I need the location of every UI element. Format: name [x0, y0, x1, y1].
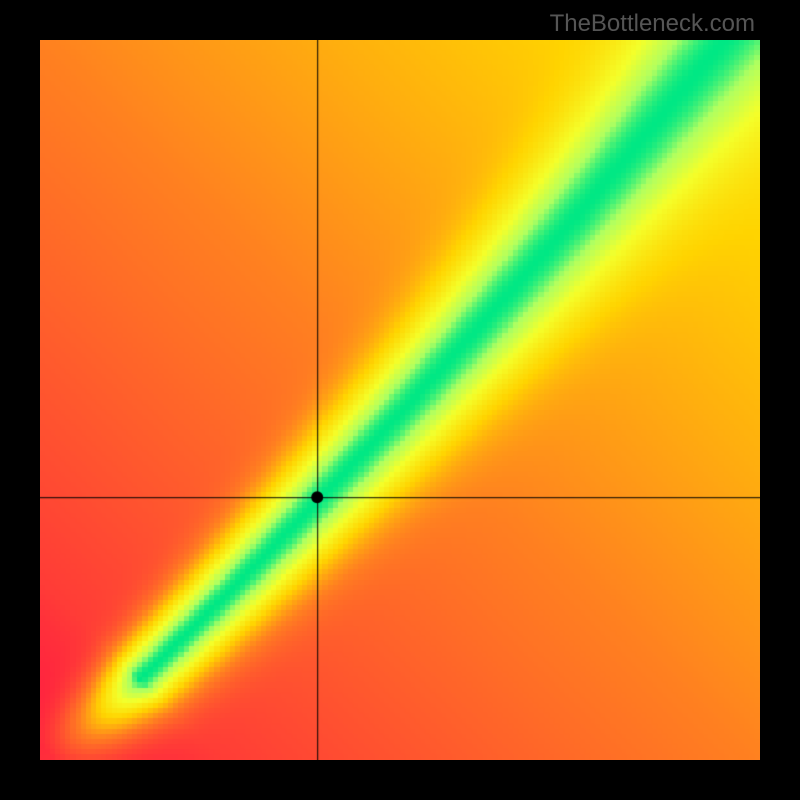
chart-container: TheBottleneck.com [0, 0, 800, 800]
bottleneck-heatmap [40, 40, 760, 760]
watermark-text: TheBottleneck.com [550, 10, 755, 38]
